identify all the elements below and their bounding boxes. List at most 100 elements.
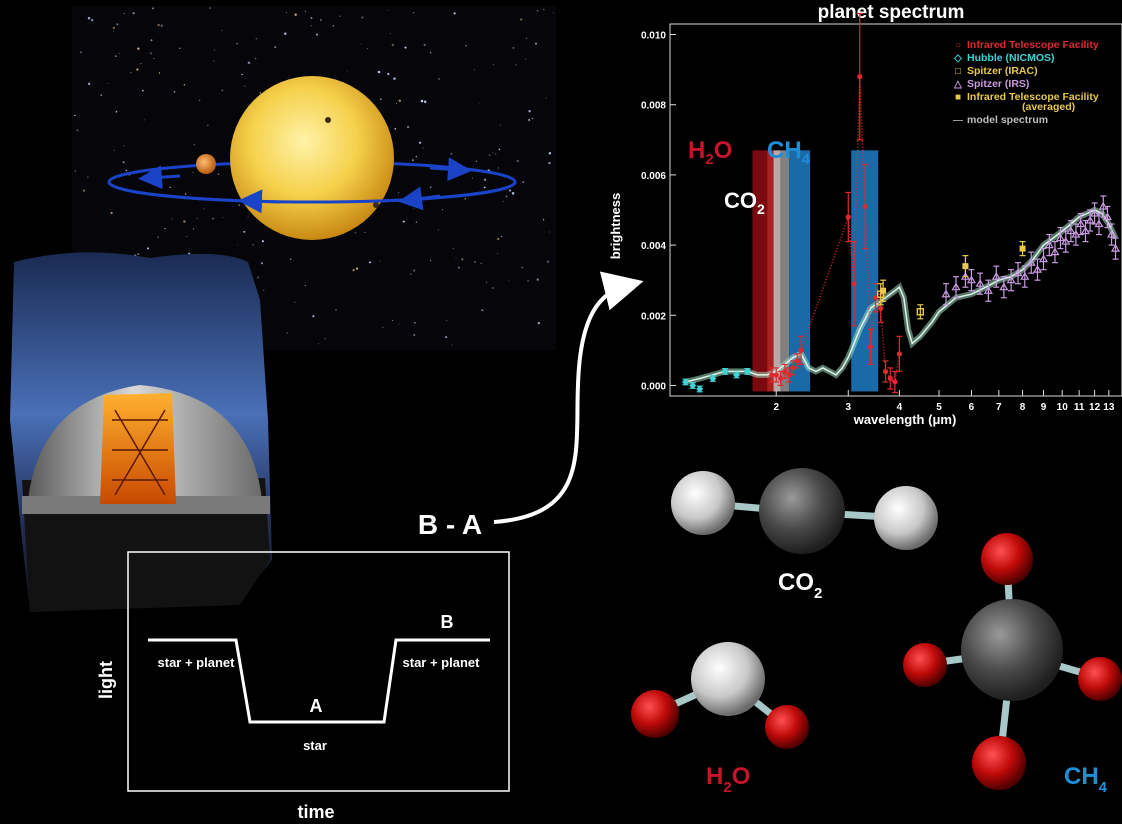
data-point (782, 368, 788, 375)
star-dot (473, 69, 475, 71)
star-dot (179, 47, 181, 49)
star-dot (413, 334, 416, 336)
star-dot (130, 71, 132, 74)
absorption-band (767, 150, 774, 392)
star-dot (508, 189, 512, 192)
data-point (769, 372, 775, 378)
x-tick-label: 8 (1020, 402, 1026, 413)
star-dot (398, 99, 401, 102)
data-point (1050, 247, 1060, 256)
h2o-hydrogen-atom (765, 705, 809, 749)
star-dot (149, 52, 153, 55)
orbit-arrow (138, 165, 181, 190)
star-dot (537, 321, 540, 325)
star-dot (158, 72, 161, 74)
star-dot (536, 278, 539, 281)
data-point (983, 286, 993, 294)
x-tick-label: 13 (1103, 402, 1115, 413)
series-circle (768, 12, 903, 394)
data-point (798, 347, 804, 353)
star-dot (123, 145, 125, 147)
star-dot (455, 257, 457, 259)
ch4-label: CH4 (1064, 763, 1108, 796)
star-dot (511, 192, 515, 195)
star-dot (355, 267, 359, 270)
star-dot (552, 12, 554, 14)
x-tick-label: 12 (1089, 402, 1101, 413)
chart-title: planet spectrum (818, 2, 965, 23)
star-dot (157, 236, 159, 238)
star-dot (413, 269, 416, 272)
star-dot (115, 55, 117, 57)
star-dot (497, 238, 500, 241)
star-dot (284, 32, 287, 35)
y-tick-label: 0.008 (641, 101, 666, 112)
star-dot (437, 229, 439, 231)
star-dot (263, 289, 265, 291)
star-dot (80, 51, 82, 53)
star-dot (502, 200, 504, 202)
legend-marker: ○ (955, 40, 961, 51)
series-triangle (941, 195, 1121, 306)
star-dot (420, 99, 424, 103)
data-point (1110, 243, 1121, 252)
star-dot (483, 178, 487, 181)
star-dot (406, 125, 410, 129)
star-dot (252, 243, 254, 246)
star-dot (398, 323, 400, 325)
star-dot (144, 176, 146, 178)
star-dot (169, 186, 171, 189)
h2o-label: H2O (706, 763, 750, 796)
star-dot (492, 151, 494, 153)
star-dot (497, 167, 500, 169)
star-dot (324, 337, 326, 340)
star-dot (525, 37, 528, 40)
orbit-arrow (398, 186, 441, 211)
star-dot (422, 147, 424, 149)
star-dot (452, 247, 454, 250)
star-dot (87, 17, 91, 20)
star-dot (274, 46, 277, 49)
data-point (1013, 268, 1023, 277)
co2-label: CO2 (778, 569, 822, 602)
star-dot (186, 235, 188, 238)
orbit-arrow (429, 157, 472, 182)
data-point (681, 378, 689, 386)
star-dot (548, 151, 552, 155)
star-dot (361, 16, 364, 19)
data-point (896, 351, 902, 357)
light-curve-diagram: star + planet star + planet star A B lig… (96, 551, 510, 822)
y-tick-label: 0.002 (641, 311, 666, 322)
data-point (867, 344, 874, 350)
data-point (709, 374, 717, 382)
data-point (916, 308, 925, 316)
star-dot (512, 46, 515, 49)
data-point (887, 375, 893, 382)
star-dot (438, 78, 440, 80)
star-dot (122, 161, 125, 164)
star-dot (380, 98, 382, 100)
star-dot (535, 42, 537, 45)
star-dot (236, 42, 239, 45)
star-dot (82, 189, 86, 192)
star-dot (543, 9, 545, 11)
x-tick-label: 7 (996, 402, 1002, 413)
star-dot (480, 262, 483, 265)
star-dot (398, 192, 400, 194)
star-dot (213, 60, 215, 62)
star-dot (423, 100, 427, 103)
star-dot (247, 61, 251, 65)
molecule-ch4: CH4 (903, 533, 1122, 796)
arrow-curve (493, 271, 644, 524)
data-point (1019, 245, 1026, 252)
star-dot (516, 159, 519, 163)
star-dot (140, 63, 142, 65)
star-dot (183, 220, 186, 223)
star-dot (144, 119, 146, 121)
absorption-bands (752, 150, 879, 392)
star-dot (137, 253, 140, 256)
star-dot (192, 171, 194, 173)
star-dot (310, 17, 313, 19)
data-point (975, 279, 985, 287)
star-dot (171, 218, 173, 220)
